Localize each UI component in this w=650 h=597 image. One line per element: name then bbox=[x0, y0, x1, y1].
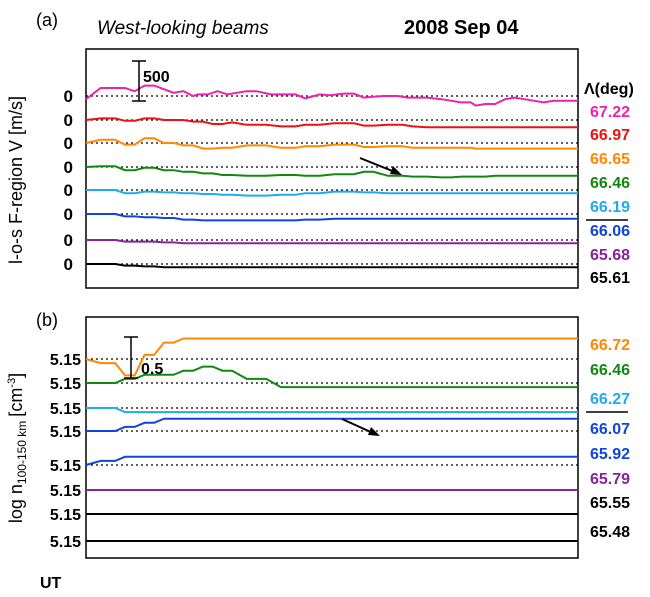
ylabel-sub: 100-150 km bbox=[15, 421, 29, 484]
series-line-66.72 bbox=[85, 337, 578, 377]
zero-label: 0 bbox=[64, 181, 73, 200]
series-line-65.68 bbox=[86, 239, 578, 245]
panel-b-ylabel: log n100-150 km [cm-3] bbox=[6, 373, 29, 523]
ylabel-main: log n bbox=[6, 484, 26, 523]
panel-a-label: (a) bbox=[36, 10, 58, 30]
legend-entry: 66.65 bbox=[590, 151, 630, 168]
series-line-67.22 bbox=[85, 84, 578, 107]
legend-entry: 66.46 bbox=[590, 175, 630, 192]
series-line-66.46 bbox=[86, 365, 578, 389]
reference-label: 5.15 bbox=[50, 483, 81, 500]
legend-entry: 65.55 bbox=[590, 495, 630, 512]
zero-label: 0 bbox=[64, 87, 73, 106]
reference-label: 5.15 bbox=[50, 424, 81, 441]
legend-entry: 65.48 bbox=[590, 524, 630, 541]
zero-label: 0 bbox=[64, 255, 73, 274]
panel-b-label: (b) bbox=[36, 310, 58, 330]
reference-label: 5.15 bbox=[50, 534, 81, 551]
legend-entry: 66.27 bbox=[590, 391, 630, 408]
series-line-65.61 bbox=[86, 263, 578, 269]
panel-a-scale-bar-label: 500 bbox=[143, 69, 170, 86]
reference-label: 5.15 bbox=[50, 352, 81, 369]
ylabel-unit-exp: -3 bbox=[6, 378, 18, 388]
x-axis-label: UT bbox=[40, 575, 62, 592]
reference-label: 5.15 bbox=[50, 376, 81, 393]
reference-label: 5.15 bbox=[50, 507, 81, 524]
reference-label: 5.15 bbox=[50, 458, 81, 475]
zero-label: 0 bbox=[64, 134, 73, 153]
arrow-panel-b bbox=[341, 418, 380, 436]
legend-entry: 66.07 bbox=[590, 421, 630, 438]
panel-b-frame bbox=[85, 316, 579, 559]
panel-b-scale-bar bbox=[124, 336, 138, 379]
zero-label: 0 bbox=[64, 231, 73, 250]
ylabel-unit: [cm bbox=[6, 388, 26, 417]
legend-entry: 66.72 bbox=[590, 337, 630, 354]
series-line-66.27 bbox=[86, 407, 578, 414]
legend-entry: 67.22 bbox=[590, 104, 630, 121]
legend-entry: 66.19 bbox=[590, 199, 630, 216]
panel-a-frame bbox=[85, 48, 579, 289]
series-line-66.46 bbox=[85, 165, 578, 179]
legend-header: Λ(deg) bbox=[584, 81, 634, 98]
ylabel-unit-end: ] bbox=[6, 373, 26, 378]
series-line-66.97 bbox=[85, 117, 578, 129]
panel-b-scale-bar-label: 0.5 bbox=[141, 361, 163, 378]
legend-entry: 65.61 bbox=[590, 270, 630, 287]
date-title: 2008 Sep 04 bbox=[404, 17, 519, 39]
panel-a-scale-bar bbox=[132, 60, 146, 102]
reference-label: 5.15 bbox=[50, 401, 81, 418]
legend-entry: 65.68 bbox=[590, 247, 630, 264]
arrow-panel-a bbox=[359, 157, 402, 175]
zero-label: 0 bbox=[64, 205, 73, 224]
legend-entry: 66.06 bbox=[590, 223, 630, 240]
subtitle: West-looking beams bbox=[97, 18, 269, 39]
zero-label: 0 bbox=[64, 158, 73, 177]
series-line-66.65 bbox=[85, 137, 578, 150]
series-line-66.07 bbox=[86, 417, 578, 432]
series-line-66.19 bbox=[86, 189, 578, 197]
series-line-65.92 bbox=[85, 455, 578, 466]
legend-entry: 65.92 bbox=[590, 446, 630, 463]
series-line-66.06 bbox=[86, 213, 578, 222]
panel-a-ylabel: l-o-s F-region V [m/s] bbox=[6, 96, 26, 264]
legend-entry: 66.97 bbox=[590, 127, 630, 144]
legend-entry: 66.46 bbox=[590, 362, 630, 379]
legend-entry: 65.79 bbox=[590, 471, 630, 488]
zero-label: 0 bbox=[64, 111, 73, 130]
